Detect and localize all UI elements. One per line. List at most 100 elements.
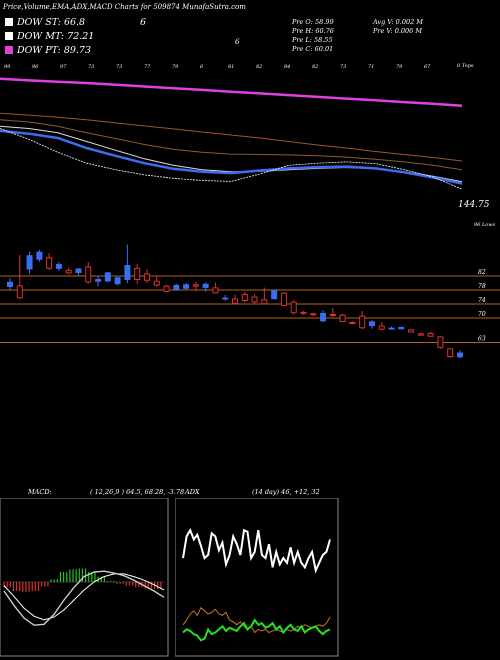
candle-body — [320, 312, 327, 322]
legend-st-label: DOW ST: — [17, 17, 61, 28]
ema-magenta-line — [0, 77, 463, 108]
ema-top-tag: 6 — [200, 64, 204, 70]
ema-top-tag: 97 — [60, 64, 67, 70]
candle-body — [417, 333, 424, 336]
candle-body — [104, 272, 111, 282]
ema-price-line — [0, 128, 463, 190]
adx-frame — [175, 498, 339, 657]
legend-swatch-pt — [5, 46, 13, 54]
ema-top-right-label: 0 Tops — [457, 63, 474, 69]
legend-pt-label: DOW PT: — [17, 45, 61, 56]
adx-minus-di-line — [182, 606, 331, 634]
candle-body — [378, 325, 385, 330]
stat-avg-volume: Avg V: 0.002 M — [373, 18, 423, 26]
ema-panel: 9996977373777968182848273717967817570727… — [0, 64, 463, 190]
candle-body — [300, 311, 307, 314]
legend-st-value: 66.8 — [63, 17, 86, 28]
legend-pt-value: 89.73 — [63, 45, 92, 56]
ema-top-tag: 99 — [4, 64, 11, 70]
ema-top-tag: 82 — [312, 64, 318, 70]
candle-body — [310, 313, 317, 316]
candle-body — [65, 269, 72, 274]
ema-top-tag: 79 — [172, 64, 179, 70]
candle-body — [212, 287, 219, 294]
stat-pre-low: Pre L: 58.55 — [292, 36, 333, 44]
candle-body — [55, 263, 62, 269]
candle-corner-label: 96 Lows — [474, 222, 496, 228]
macd-signal-line — [3, 573, 165, 621]
adx-params: (14 day) 46, +12, 32 — [252, 488, 320, 496]
candle-body — [261, 299, 268, 305]
candle-body — [202, 283, 209, 289]
ema-brown-mid-line — [0, 119, 463, 171]
adx-plus-di-line — [182, 618, 331, 642]
candle-body — [26, 255, 33, 270]
candle-body — [368, 321, 375, 327]
candle-body — [447, 348, 454, 358]
candle-body — [7, 281, 13, 287]
ema-top-tag: 82 — [256, 64, 262, 70]
adx-panel — [175, 498, 339, 657]
stat-pre-high: Pre H: 60.76 — [292, 27, 334, 35]
ema-top-tag: 67 — [424, 64, 431, 70]
candle-body — [153, 280, 160, 286]
macd-label: MACD: — [28, 488, 52, 496]
legend-dow-pt: DOW PT: 89.73 — [5, 45, 91, 56]
candle-body — [271, 289, 278, 300]
candle-body — [349, 322, 356, 325]
legend-dow-st: DOW ST: 66.8 — [5, 17, 85, 28]
candle-body — [134, 267, 141, 280]
ema-brown-top-line — [0, 112, 463, 162]
legend-dot: 6 — [235, 38, 240, 46]
candle-body — [16, 285, 23, 299]
candle-body — [398, 326, 405, 330]
ema-price-label: 144.75 — [458, 200, 490, 210]
ema-top-tag: 77 — [144, 64, 151, 70]
stat-pre-close: Pre C: 60.01 — [292, 45, 334, 53]
candle-body — [173, 284, 180, 291]
candle-body — [388, 327, 395, 330]
macd-params: ( 12,26,9 ) 64.5, 68.28, -3.78 — [90, 488, 185, 496]
candle-body — [241, 294, 248, 302]
candle-body — [192, 284, 199, 287]
ema-top-tag: 96 — [32, 64, 39, 70]
ema-blue-line — [0, 129, 463, 185]
candle-body — [85, 266, 92, 283]
stat-pre-volume: Pre V: 0.006 M — [373, 27, 423, 35]
adx-line — [182, 527, 331, 574]
candle-body — [143, 273, 150, 281]
ema-top-tag: 73 — [340, 64, 346, 70]
price-level-label: 70 — [478, 311, 486, 318]
candlestick-panel: 82 78 74 70 63 — [0, 244, 500, 359]
candle-body — [222, 297, 229, 300]
ema-top-tag: 81 — [228, 64, 234, 70]
ema-top-tag: 73 — [116, 64, 122, 70]
candle-body — [124, 265, 131, 280]
legend-mt-value: 72.21 — [67, 31, 95, 42]
candle-body — [46, 257, 53, 269]
stat-pre-open: Pre O: 58.99 — [292, 18, 334, 26]
price-level-label: 78 — [478, 283, 486, 290]
candle-body — [232, 298, 238, 304]
ema-top-tag: 71 — [368, 64, 374, 70]
candle-body — [329, 314, 336, 317]
candle-body — [95, 279, 102, 282]
candle-body — [457, 352, 463, 358]
candle-body — [280, 292, 287, 306]
candle-body — [251, 296, 258, 303]
candle-body — [437, 336, 444, 348]
adx-label: ADX — [185, 488, 200, 496]
candle-body — [290, 301, 297, 314]
ema-top-tag: 79 — [396, 64, 403, 70]
chart-title: Price,Volume,EMA,ADX,MACD Charts for 509… — [3, 3, 246, 11]
macd-panel — [0, 498, 169, 657]
candle-body — [427, 332, 434, 337]
candle-body — [183, 284, 190, 289]
legend-extra: 6 — [140, 17, 147, 28]
legend-swatch-mt — [5, 32, 13, 40]
price-level-label: 63 — [478, 336, 486, 343]
candle-body — [339, 314, 346, 322]
candle-body — [359, 315, 366, 329]
price-level-label: 74 — [478, 297, 486, 304]
legend-swatch-st — [5, 18, 13, 26]
